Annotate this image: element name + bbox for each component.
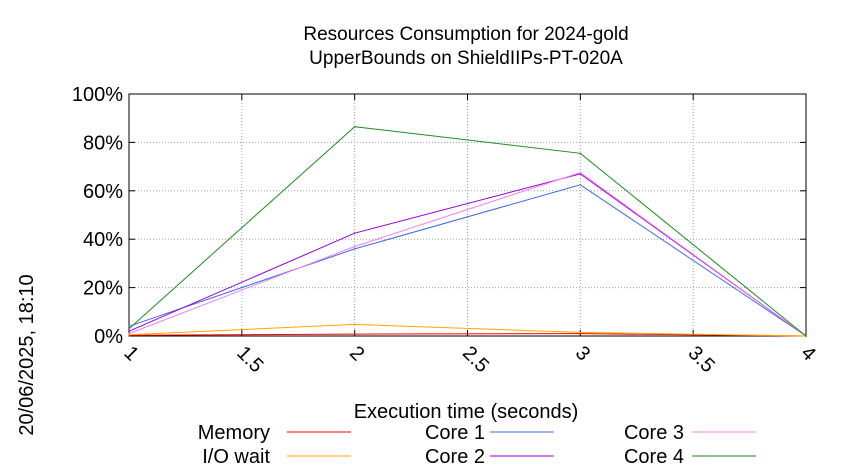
y-tick-label: 40% [83, 229, 123, 251]
series-line-core-1 [128, 184, 807, 337]
legend-label: I/O wait [202, 446, 270, 468]
data-point [353, 248, 356, 250]
series-line-core-2 [128, 173, 807, 337]
data-point [579, 331, 582, 334]
legend-label: Core 1 [425, 422, 485, 444]
x-tick-label: 4 [796, 342, 819, 365]
x-tick-label: 2.5 [458, 342, 493, 377]
grid [128, 93, 807, 337]
x-tick-label: 3 [571, 342, 594, 365]
y-tick-label: 20% [83, 278, 123, 300]
data-point [579, 171, 582, 174]
data-point [353, 125, 356, 128]
y-tick-label: 0% [94, 326, 123, 348]
data-point [353, 333, 356, 335]
series-lines [128, 125, 807, 337]
data-point [353, 323, 356, 326]
series-line-core-3 [128, 172, 807, 337]
x-tick-label: 1.5 [232, 342, 267, 377]
series-line-core-4 [128, 126, 807, 337]
chart-title: Resources Consumption for 2024-gold [303, 24, 628, 45]
timestamp-label: 20/06/2025, 18:10 [16, 274, 38, 435]
legend-label: Core 4 [624, 446, 684, 468]
legend-label: Memory [198, 422, 270, 444]
data-point [128, 327, 130, 330]
series-line-memory [128, 333, 807, 337]
legend-label: Core 3 [624, 422, 684, 444]
chart-subtitle: UpperBounds on ShieldIIPs-PT-020A [309, 48, 623, 69]
x-tick-label: 2 [345, 342, 368, 365]
legend-label: Core 2 [425, 446, 485, 468]
data-point [128, 332, 130, 335]
y-tick-label: 100% [72, 84, 123, 106]
data-point [805, 335, 807, 337]
data-point [353, 245, 356, 248]
data-point [128, 333, 130, 336]
x-tick-label: 3.5 [684, 342, 719, 377]
data-point [353, 232, 356, 234]
data-point [579, 332, 582, 335]
series-line-i-o-wait [128, 323, 807, 337]
axes: 0%20%40%60%80%100%1 1.5 2 2.5 3 3.5 4 [72, 84, 820, 377]
data-point [579, 183, 582, 186]
data-point [579, 152, 582, 155]
y-tick-label: 80% [83, 132, 123, 154]
data-point [128, 330, 130, 332]
data-point [128, 325, 130, 328]
y-tick-label: 60% [83, 181, 123, 203]
x-axis-label: Execution time (seconds) [354, 401, 579, 423]
